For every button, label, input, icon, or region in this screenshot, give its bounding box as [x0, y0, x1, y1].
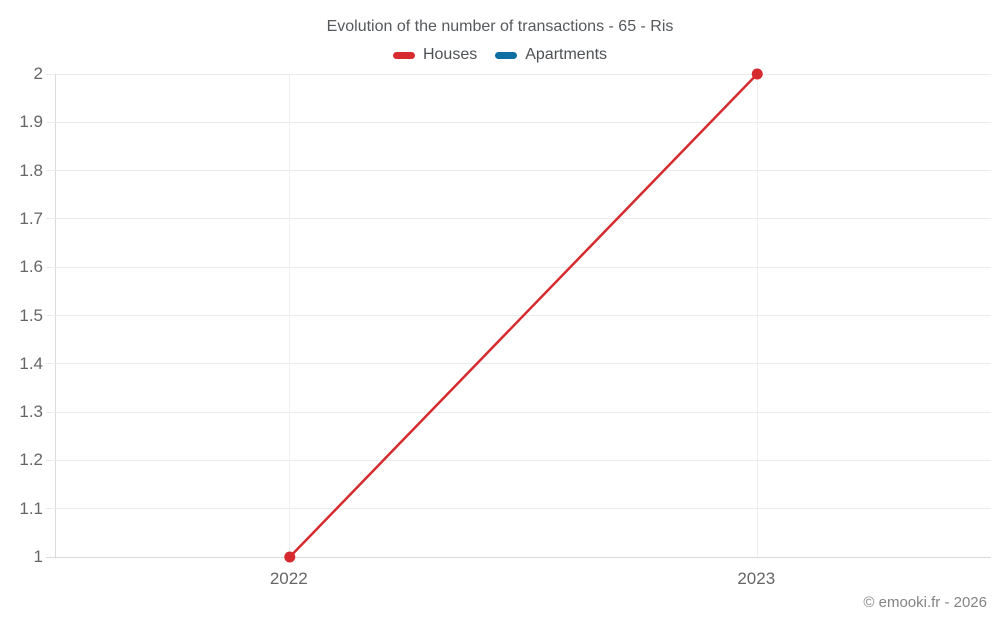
- y-axis-tick-label: 1.5: [19, 305, 43, 325]
- series-line-houses: [288, 73, 759, 558]
- x-axis-tick-label: 2023: [737, 569, 776, 588]
- y-axis-tick-label: 1: [33, 547, 43, 566]
- legend-swatch-apartments: [495, 51, 518, 59]
- legend-item-apartments[interactable]: Apartments: [495, 46, 607, 64]
- y-gridline: [46, 411, 991, 413]
- data-point-houses-2022[interactable]: [284, 551, 296, 563]
- y-gridline: [46, 170, 991, 172]
- y-axis-tick-label: 1.9: [19, 112, 43, 132]
- data-point-houses-2023[interactable]: [751, 68, 763, 80]
- x-gridline: [756, 74, 758, 557]
- legend-swatch-houses: [392, 51, 415, 59]
- legend: Houses Apartments: [0, 46, 1000, 64]
- y-axis-tick-label: 1.2: [19, 450, 43, 470]
- x-axis-tick-label: 2022: [269, 569, 308, 588]
- y-gridline: [46, 556, 991, 558]
- y-gridline: [46, 121, 991, 123]
- chart-title: Evolution of the number of transactions …: [326, 18, 674, 35]
- legend-label-houses: Houses: [422, 46, 478, 63]
- y-axis-tick-label: 1.8: [19, 160, 43, 180]
- y-gridline: [46, 315, 991, 316]
- y-axis-tick-label: 1.3: [19, 402, 43, 422]
- y-gridline: [46, 266, 991, 268]
- y-gridline: [46, 459, 991, 461]
- y-axis-tick-label: 1.7: [19, 208, 43, 228]
- copyright: © emooki.fr - 2026: [863, 594, 987, 611]
- plot-area: [46, 68, 991, 563]
- y-axis-tick-label: 2: [33, 64, 43, 83]
- y-gridline: [46, 508, 991, 510]
- y-gridline: [46, 363, 991, 365]
- y-axis-tick-label: 1.4: [19, 353, 43, 373]
- legend-item-houses[interactable]: Houses: [392, 46, 478, 64]
- y-axis-tick-label: 1.1: [19, 498, 43, 518]
- y-gridline: [46, 73, 991, 75]
- series-layer: [284, 68, 763, 563]
- x-gridline: [289, 74, 291, 557]
- y-gridline: [46, 218, 991, 220]
- legend-label-apartments: Apartments: [525, 46, 608, 63]
- y-axis-tick-label: 1.6: [19, 257, 43, 277]
